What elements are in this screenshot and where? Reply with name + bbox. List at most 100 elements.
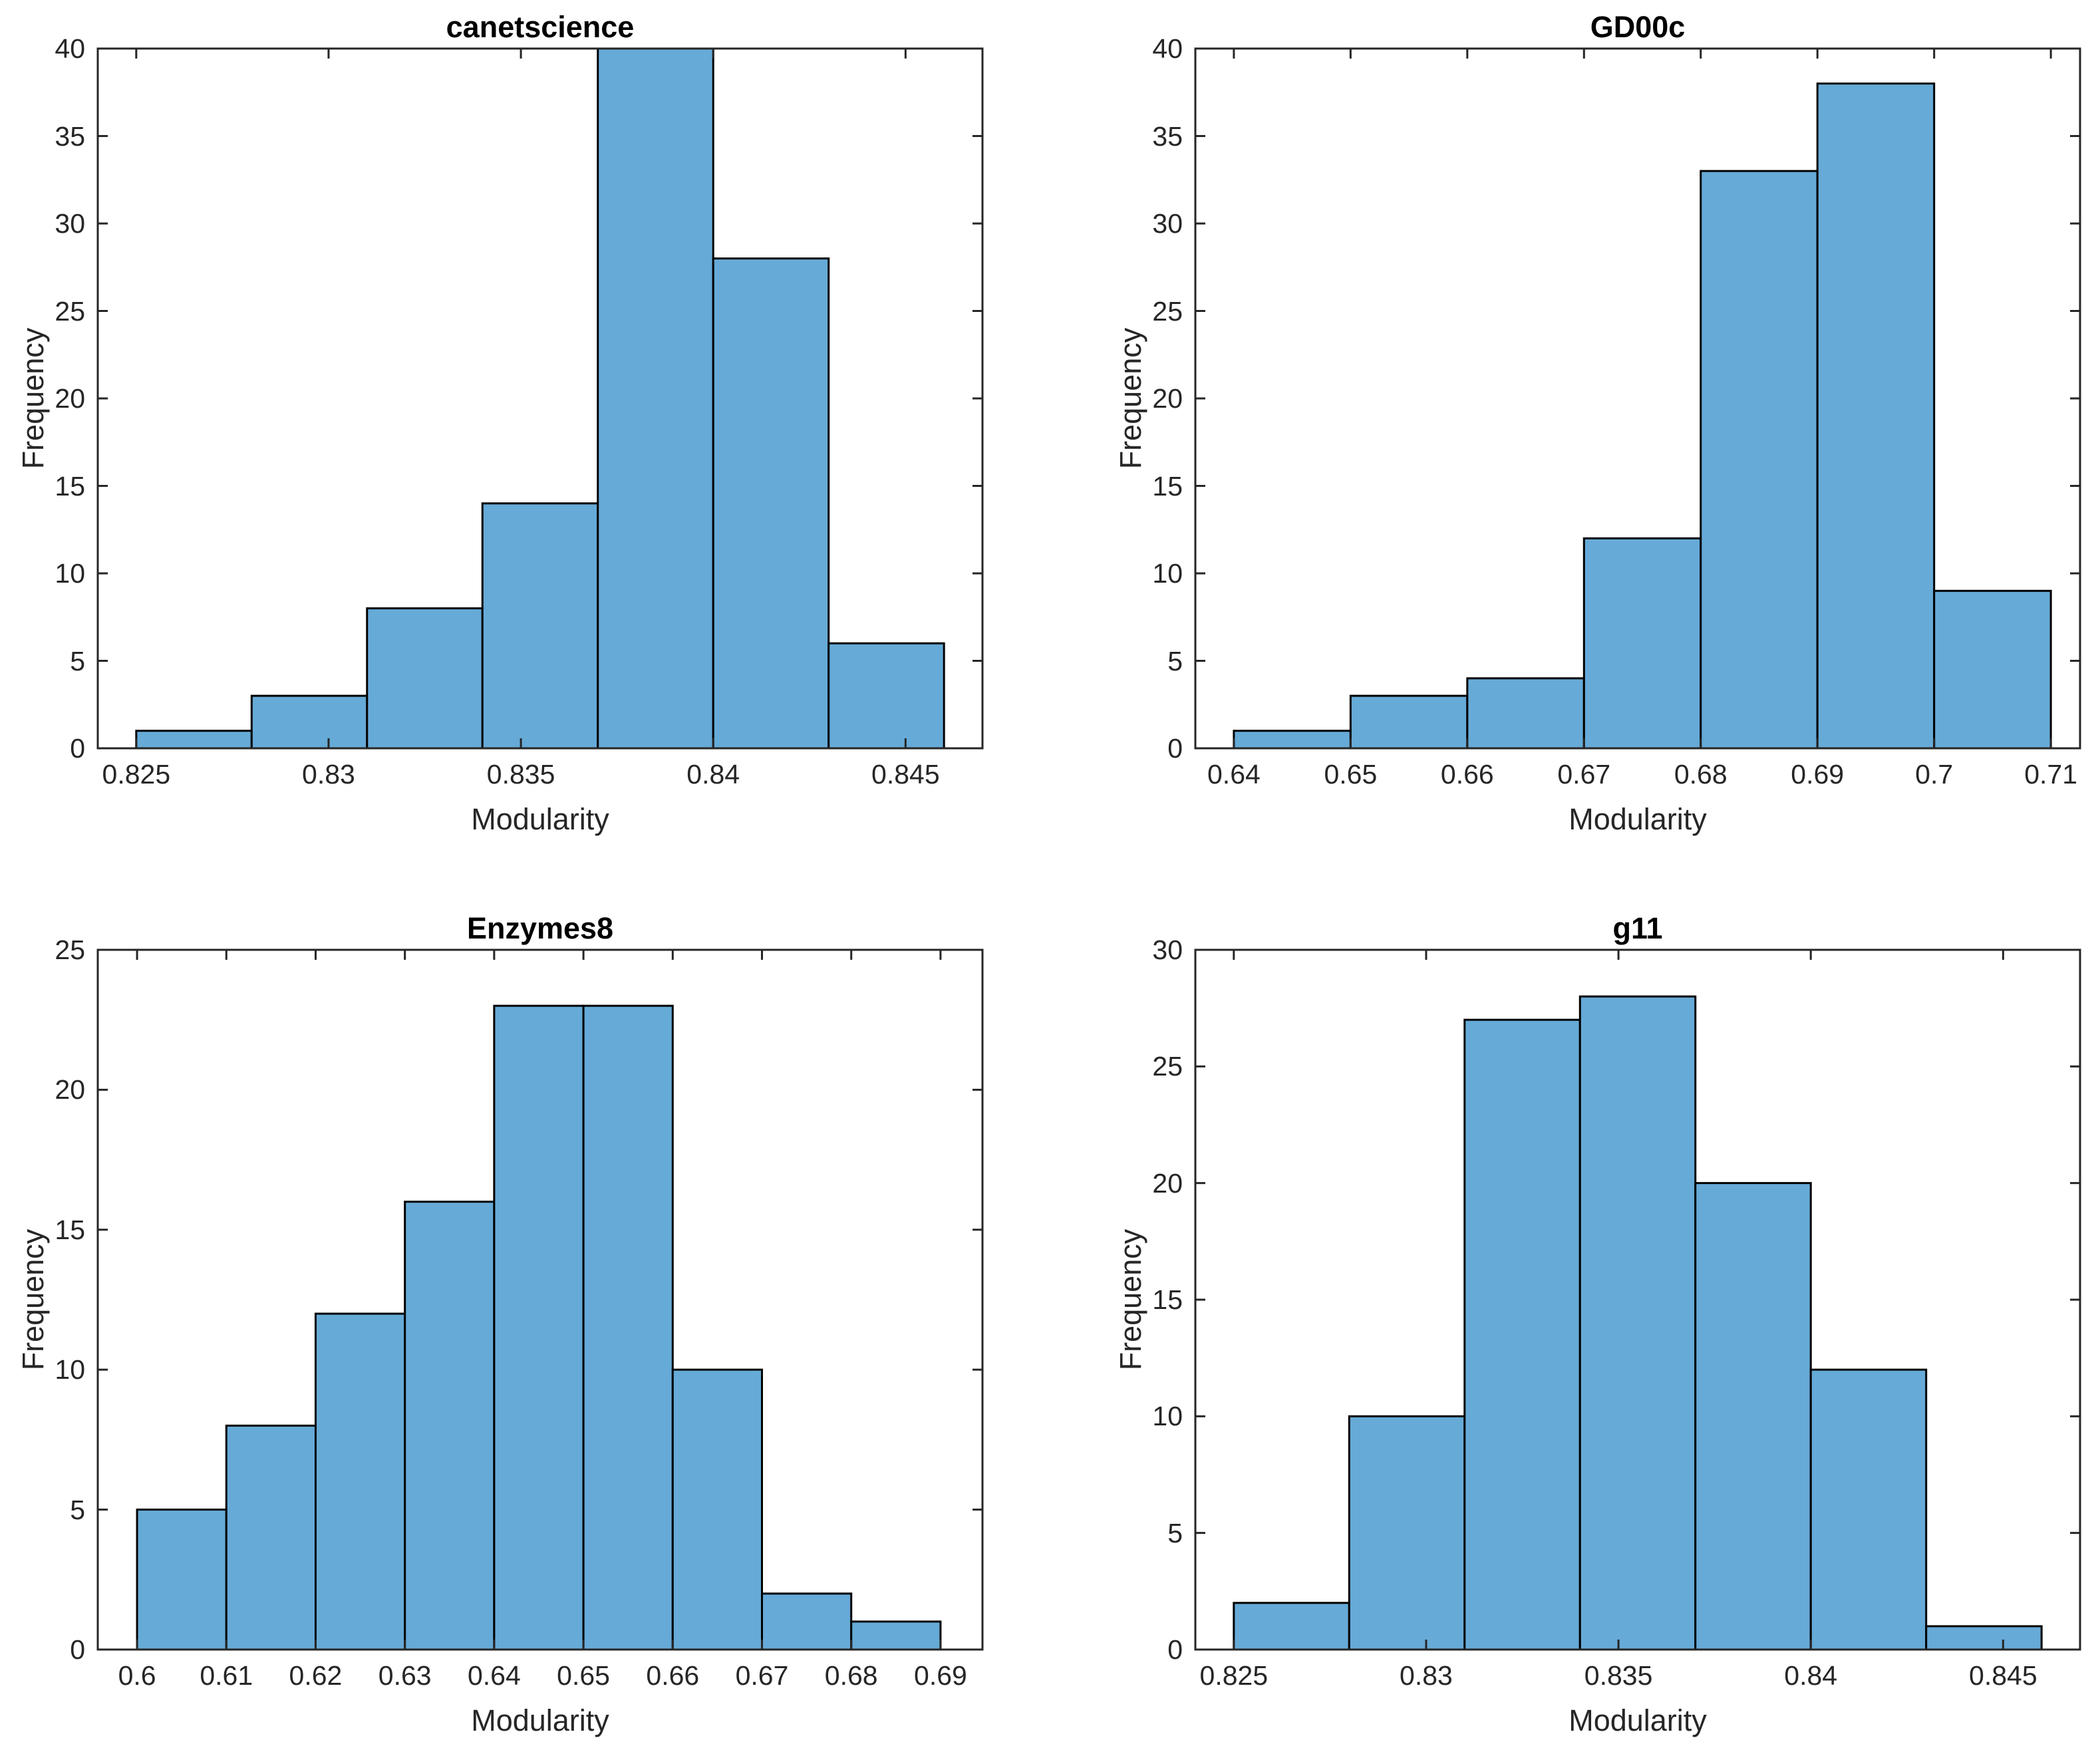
histogram-bar [404,1201,496,1651]
histogram-bar [1233,1602,1350,1651]
histogram-bar [1466,677,1585,750]
x-axis-label: Modularity [1569,1703,1707,1737]
plot-area: 0.825 0.83 0.835 0.84 0.845 0 5 10 15 20 25 30 35 40 [55,34,984,789]
y-tick-label: 15 [1152,470,1183,502]
y-tick-label: 20 [1152,383,1183,414]
y-tick-label: 25 [55,295,85,327]
y-tick-label: 10 [1152,1401,1183,1432]
y-tick-label: 5 [1167,645,1183,676]
x-axis-label: Modularity [1569,802,1707,836]
histogram-bar [1933,589,2052,750]
histogram-bar [136,1509,227,1651]
x-tick-label: 0.7 [1915,759,1954,790]
x-axis-label: Modularity [471,802,609,836]
histogram-bar [493,1004,585,1651]
y-tick-label: 25 [55,935,85,965]
x-tick-label: 0.68 [824,1660,878,1691]
x-tick-label: 0.845 [1969,1660,2037,1691]
y-tick-label: 10 [55,1354,85,1385]
chart-title: g11 [1612,911,1663,945]
y-tick-label: 0 [70,733,85,764]
x-tick-label: 0.83 [302,759,355,790]
x-tick-label: 0.84 [686,759,740,790]
y-tick-label: 30 [1152,208,1183,239]
x-tick-label: 0.67 [735,1660,789,1691]
histogram-bar [225,1424,317,1651]
y-tick-label: 0 [1167,733,1183,764]
histogram-bar [712,257,830,750]
subplot-canetscience: canetscience Frequency 0.825 0.83 0.835 0.8… [16,10,984,836]
y-tick-label: 10 [55,558,85,589]
histogram-bar [135,730,253,750]
x-tick-label: 0.66 [646,1660,700,1691]
x-tick-label: 0.64 [467,1660,521,1691]
y-tick-label: 10 [1152,558,1183,589]
chart-title: GD00c [1590,10,1686,44]
subplot-enzymes8: Enzymes8 Frequency 0.6 0.61 0.62 0.63 0.64 0.… [16,911,984,1737]
subplot-gd00c: GD00c Frequency 0.64 0.65 0.66 0.67 0.68 0.69… [1114,10,2081,836]
y-tick-label: 15 [55,470,85,502]
y-tick-label: 40 [55,33,85,64]
histogram-bar [827,642,945,750]
plot-area: 0.6 0.61 0.62 0.63 0.64 0.65 0.66 0.67 0.68 0.69 0… [55,935,984,1690]
histogram-bar [1809,1368,1928,1651]
y-tick-label: 20 [55,383,85,414]
x-axis-label: Modularity [471,1703,609,1737]
histogram-bar [1925,1625,2043,1651]
histogram-bar [1700,170,1819,750]
histogram-bar [761,1592,853,1651]
histogram-bar [481,502,599,750]
x-tick-label: 0.845 [871,759,940,790]
histogram-bar [1816,82,1936,750]
x-tick-label: 0.65 [1324,759,1378,790]
histogram-bar [1578,995,1697,1651]
histogram-bar [582,1004,674,1651]
y-tick-label: 5 [70,645,85,676]
histogram-svg [1194,948,2081,1651]
y-tick-label: 40 [1152,33,1183,64]
subplot-g11: g11 Frequency 0.825 0.83 0.835 0.84 0.845 0 5 1… [1114,911,2081,1737]
histogram-svg [96,948,984,1651]
histogram-bar [850,1620,942,1651]
y-tick-label: 25 [1152,295,1183,327]
histogram-bar [1582,537,1702,750]
histogram-svg [1194,47,2081,750]
y-tick-label: 15 [1152,1284,1183,1315]
y-axis-label: Frequency [16,1229,50,1371]
y-tick-label: 25 [1152,1051,1183,1082]
x-tick-label: 0.69 [914,1660,967,1691]
histogram-bar [366,607,484,750]
y-tick-label: 20 [1152,1167,1183,1199]
x-tick-label: 0.65 [557,1660,610,1691]
x-tick-label: 0.825 [1199,1660,1269,1691]
histogram-svg [96,47,984,750]
y-tick-label: 0 [70,1634,85,1665]
x-tick-label: 0.63 [378,1660,432,1691]
x-tick-label: 0.67 [1557,759,1611,790]
y-tick-label: 35 [55,120,85,152]
y-tick-label: 20 [55,1074,85,1105]
y-tick-label: 30 [1152,935,1183,965]
histogram-bar [250,694,369,750]
x-tick-label: 0.835 [1584,1660,1653,1691]
y-tick-label: 5 [70,1494,85,1525]
histogram-bar [1463,1018,1581,1651]
x-tick-label: 0.66 [1440,759,1494,790]
plot-area: 0.825 0.83 0.835 0.84 0.845 0 5 10 15 20 25 30 [1152,935,2081,1690]
y-tick-label: 30 [55,208,85,239]
x-tick-label: 0.825 [102,759,171,790]
y-tick-label: 0 [1167,1634,1183,1665]
y-tick-label: 5 [1167,1517,1183,1548]
histogram-bar [1694,1182,1812,1651]
histogram-bar [597,47,714,750]
x-tick-label: 0.69 [1791,759,1845,790]
histogram-bar [1349,694,1469,750]
histogram-bar [671,1368,764,1651]
histogram-bar [1348,1415,1466,1651]
x-tick-label: 0.68 [1674,759,1727,790]
x-tick-label: 0.835 [486,759,555,790]
y-tick-label: 35 [1152,120,1183,152]
x-tick-label: 0.62 [289,1660,343,1691]
x-tick-label: 0.84 [1784,1660,1838,1691]
